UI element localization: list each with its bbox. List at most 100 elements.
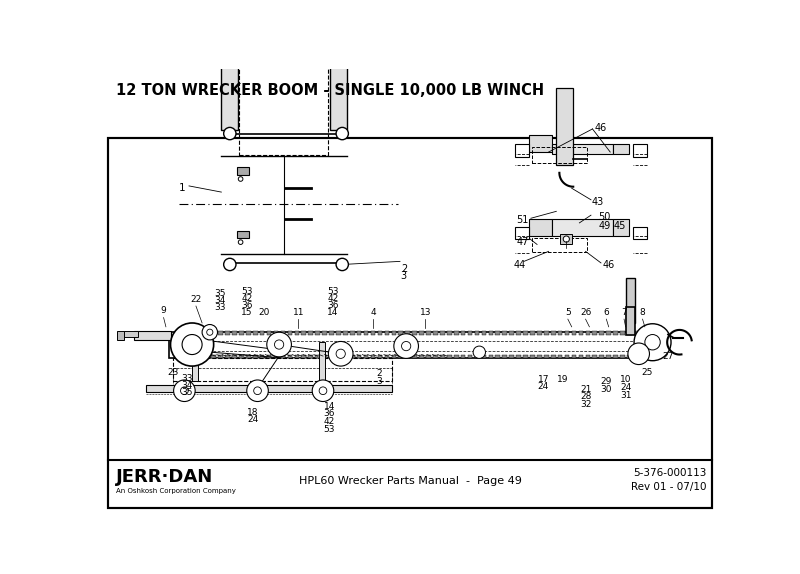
Text: 46: 46	[594, 123, 607, 133]
Bar	[482, 355, 486, 358]
Bar	[222, 0, 238, 130]
Bar	[537, 331, 542, 335]
Text: 9: 9	[161, 307, 166, 315]
Text: JERR·DAN: JERR·DAN	[116, 468, 213, 486]
Bar	[211, 331, 216, 335]
Bar	[108, 138, 712, 508]
Text: 25: 25	[642, 367, 653, 377]
Bar	[586, 355, 590, 358]
Bar	[560, 234, 573, 245]
Bar	[385, 331, 390, 335]
Bar	[426, 331, 430, 335]
Bar	[118, 331, 123, 340]
Text: 53: 53	[327, 287, 338, 296]
Bar	[364, 331, 369, 335]
Bar	[378, 355, 382, 358]
Bar	[330, 0, 347, 130]
Text: 33: 33	[181, 374, 193, 383]
Text: 26: 26	[580, 308, 591, 317]
Bar	[523, 355, 528, 358]
Bar	[260, 355, 265, 358]
Bar	[226, 355, 230, 358]
Bar	[495, 355, 500, 358]
Bar	[398, 355, 403, 358]
Text: 36: 36	[241, 301, 253, 310]
Text: 23: 23	[167, 367, 178, 377]
Text: 42: 42	[327, 294, 338, 303]
Bar	[516, 355, 521, 358]
Bar	[468, 355, 472, 358]
Bar	[627, 355, 632, 358]
Bar	[565, 355, 570, 358]
Text: 5-376-000113: 5-376-000113	[633, 468, 706, 478]
Bar	[173, 367, 392, 385]
Bar	[329, 355, 334, 358]
Circle shape	[224, 127, 236, 139]
Bar	[287, 355, 292, 358]
Bar	[134, 331, 171, 340]
Bar	[169, 332, 655, 358]
Text: 24: 24	[620, 383, 631, 392]
Bar	[489, 331, 493, 335]
Bar	[406, 355, 410, 358]
Bar	[502, 331, 507, 335]
Circle shape	[336, 349, 346, 358]
Text: 2: 2	[401, 263, 407, 274]
Bar	[266, 355, 271, 358]
Bar	[440, 331, 445, 335]
Circle shape	[336, 258, 349, 270]
Bar	[556, 88, 574, 165]
Bar	[606, 331, 611, 335]
Text: 24: 24	[538, 382, 549, 391]
Text: 30: 30	[601, 385, 612, 394]
Bar	[627, 331, 632, 335]
Bar	[551, 355, 555, 358]
Text: 1: 1	[179, 183, 186, 193]
Bar	[226, 331, 230, 335]
Text: 6: 6	[603, 308, 610, 317]
Bar	[614, 144, 629, 154]
Bar	[239, 355, 244, 358]
Text: An Oshkosh Corporation Company: An Oshkosh Corporation Company	[116, 488, 236, 494]
Bar	[634, 355, 638, 358]
Bar	[108, 138, 712, 508]
Bar	[406, 331, 410, 335]
Bar	[302, 331, 306, 335]
Bar	[308, 355, 313, 358]
Bar	[419, 355, 424, 358]
Bar	[218, 331, 223, 335]
Text: 13: 13	[420, 308, 431, 317]
Bar	[529, 219, 552, 236]
Circle shape	[473, 346, 486, 358]
Bar	[281, 331, 286, 335]
Bar	[532, 238, 587, 252]
Circle shape	[170, 323, 214, 366]
Bar	[634, 144, 647, 157]
Bar	[468, 331, 472, 335]
Bar	[412, 331, 417, 335]
Bar	[315, 331, 320, 335]
Bar	[322, 331, 327, 335]
Bar	[336, 331, 341, 335]
Circle shape	[202, 324, 218, 340]
Text: 7: 7	[621, 308, 627, 317]
Text: 50: 50	[598, 212, 611, 222]
Bar	[173, 358, 392, 381]
Text: 33: 33	[214, 303, 226, 312]
Bar	[274, 331, 278, 335]
Bar	[218, 355, 223, 358]
Bar	[385, 355, 390, 358]
Bar	[419, 331, 424, 335]
Circle shape	[394, 333, 418, 358]
Bar	[614, 219, 629, 236]
Bar	[433, 331, 438, 335]
Text: 24: 24	[247, 416, 258, 424]
Text: 47: 47	[516, 236, 529, 247]
Text: 5: 5	[565, 308, 570, 317]
Circle shape	[266, 332, 291, 357]
Text: 3: 3	[401, 270, 407, 281]
Circle shape	[182, 335, 202, 355]
Text: 29: 29	[601, 377, 612, 386]
Bar	[530, 331, 534, 335]
Bar	[447, 355, 451, 358]
